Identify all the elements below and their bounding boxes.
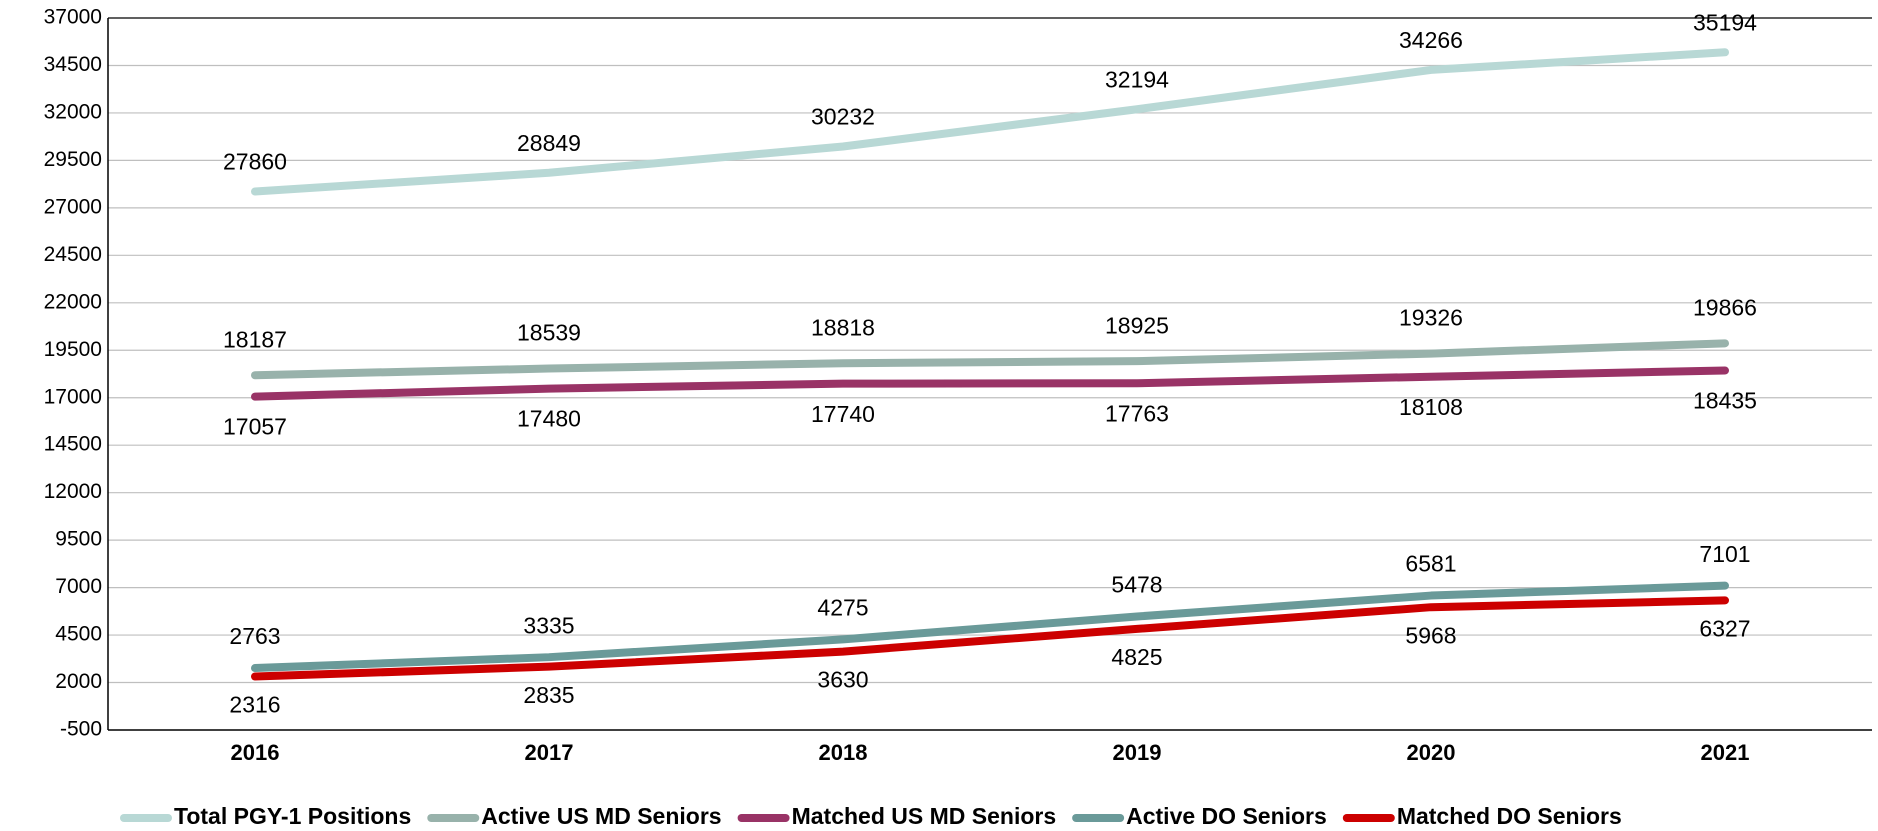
data-label: 28849: [517, 130, 581, 156]
data-label: 3335: [523, 612, 574, 638]
legend-label: Total PGY-1 Positions: [174, 803, 411, 829]
y-tick-label: 9500: [55, 528, 102, 551]
data-label: 2763: [229, 623, 280, 649]
y-tick-label: 22000: [44, 290, 102, 313]
series-line: [251, 581, 1729, 673]
data-label: 19866: [1693, 294, 1757, 320]
data-label: 7101: [1699, 541, 1750, 567]
data-label: 17480: [517, 406, 581, 432]
y-tick-label: 4500: [55, 623, 102, 646]
legend-label: Active US MD Seniors: [481, 803, 721, 829]
data-label: 18435: [1693, 388, 1757, 414]
y-tick-label: 12000: [44, 480, 102, 503]
data-label: 35194: [1693, 9, 1757, 35]
data-label: 5968: [1405, 622, 1456, 648]
y-tick-label: 2000: [55, 670, 102, 693]
x-tick-label: 2017: [525, 740, 574, 765]
data-label: 18925: [1105, 312, 1169, 338]
series-line: [251, 366, 1729, 401]
data-label: 2835: [523, 682, 574, 708]
y-tick-label: 37000: [44, 6, 102, 29]
legend-label: Matched DO Seniors: [1397, 803, 1622, 829]
y-tick-label: 7000: [55, 575, 102, 598]
data-label: 6581: [1405, 551, 1456, 577]
data-label: 4825: [1111, 644, 1162, 670]
y-tick-label: 17000: [44, 385, 102, 408]
data-label: 17740: [811, 401, 875, 427]
data-label: 17057: [223, 414, 287, 440]
y-tick-label: 14500: [44, 433, 102, 456]
data-label: 30232: [811, 104, 875, 130]
y-tick-label: 27000: [44, 195, 102, 218]
x-tick-label: 2020: [1407, 740, 1456, 765]
data-label: 6327: [1699, 615, 1750, 641]
legend-label: Matched US MD Seniors: [792, 803, 1057, 829]
data-label: 18187: [223, 326, 287, 352]
y-tick-label: -500: [60, 718, 102, 741]
series-line: [251, 339, 1729, 380]
data-label: 19326: [1399, 305, 1463, 331]
data-label: 32194: [1105, 66, 1169, 92]
data-label: 18818: [811, 314, 875, 340]
data-label: 18108: [1399, 394, 1463, 420]
x-tick-label: 2021: [1701, 740, 1750, 765]
data-label: 34266: [1399, 27, 1463, 53]
series-line: [251, 48, 1729, 196]
data-label: 4275: [817, 594, 868, 620]
legend-label: Active DO Seniors: [1126, 803, 1327, 829]
x-tick-label: 2016: [231, 740, 280, 765]
data-label: 5478: [1111, 572, 1162, 598]
x-tick-label: 2019: [1113, 740, 1162, 765]
y-tick-label: 29500: [44, 148, 102, 171]
data-label: 3630: [817, 667, 868, 693]
data-label: 27860: [223, 149, 287, 175]
data-label: 17763: [1105, 400, 1169, 426]
x-tick-label: 2018: [819, 740, 868, 765]
data-label: 2316: [229, 692, 280, 718]
y-tick-label: 19500: [44, 338, 102, 361]
y-tick-label: 34500: [44, 53, 102, 76]
series-line: [251, 596, 1729, 681]
data-label: 18539: [517, 320, 581, 346]
y-tick-label: 24500: [44, 243, 102, 266]
y-tick-label: 32000: [44, 100, 102, 123]
